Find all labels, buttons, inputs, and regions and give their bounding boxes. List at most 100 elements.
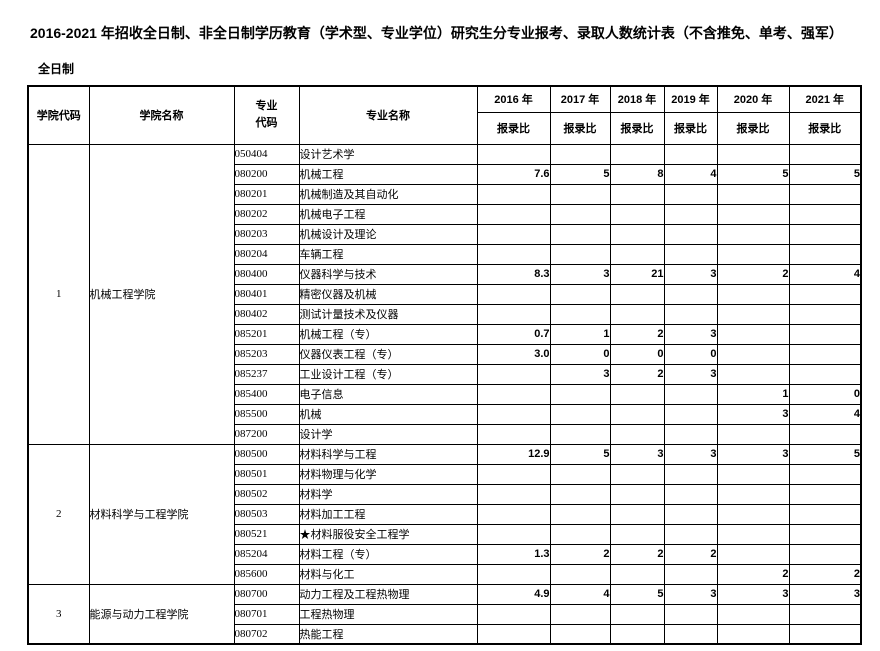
ratio-value-cell: 2 (716, 563, 790, 585)
ratio-value-cell (716, 323, 790, 345)
ratio-value-cell (788, 223, 862, 245)
col-header-ratio-2019: 报录比 (663, 111, 718, 145)
ratio-value-cell (549, 563, 611, 585)
ratio-value-cell (549, 223, 611, 245)
major-name-cell: 材料与化工 (298, 563, 478, 585)
major-code-cell: 080502 (233, 483, 300, 505)
ratio-value-cell: 8 (609, 163, 665, 185)
ratio-value-cell: 5 (609, 583, 665, 605)
ratio-value-cell (716, 203, 790, 225)
ratio-value-cell (788, 203, 862, 225)
table-row: 080501 材料物理与化学 (28, 463, 862, 485)
ratio-value-cell: 5 (549, 443, 611, 465)
col-header-major-code-line1: 专业 (255, 99, 278, 112)
ratio-value-cell (476, 563, 551, 585)
table-row: 085204 材料工程（专） 1.3 2 2 2 (28, 543, 862, 565)
major-name-cell: 材料科学与工程 (298, 443, 478, 465)
major-code-cell: 080201 (233, 183, 300, 205)
ratio-value-cell (549, 483, 611, 505)
table-row: 085600 材料与化工 2 2 (28, 563, 862, 585)
major-name-cell: 动力工程及工程热物理 (298, 583, 478, 605)
ratio-value-cell (609, 603, 665, 625)
major-name-cell: 工程热物理 (298, 603, 478, 625)
ratio-value-cell (549, 403, 611, 425)
col-header-ratio-2020: 报录比 (716, 111, 790, 145)
ratio-value-cell (609, 243, 665, 265)
ratio-value-cell: 2 (716, 263, 790, 285)
ratio-value-cell (609, 623, 665, 645)
ratio-value-cell (549, 623, 611, 645)
ratio-value-cell (663, 503, 718, 525)
col-header-year-2016: 2016 年 (476, 85, 551, 113)
ratio-value-cell: 5 (788, 163, 862, 185)
major-code-cell: 080503 (233, 503, 300, 525)
ratio-value-cell: 3 (663, 263, 718, 285)
col-header-year-2018: 2018 年 (609, 85, 665, 113)
ratio-value-cell (476, 383, 551, 405)
col-header-year-2021: 2021 年 (788, 85, 862, 113)
ratio-value-cell (788, 363, 862, 385)
ratio-value-cell (609, 283, 665, 305)
ratio-value-cell: 3 (663, 363, 718, 385)
table-row: 080200 机械工程 7.6 5 8 4 5 5 (28, 163, 862, 185)
ratio-value-cell: 1 (716, 383, 790, 405)
table-header: 学院代码 学院名称 专业 代码 专业名称 2016 年 2017 年 2018 … (27, 85, 862, 145)
ratio-value-cell: 3 (609, 443, 665, 465)
ratio-value-cell (716, 223, 790, 245)
col-header-year-2020: 2020 年 (716, 85, 790, 113)
ratio-value-cell (716, 303, 790, 325)
major-code-cell: 080200 (233, 163, 300, 185)
ratio-value-cell (663, 223, 718, 245)
ratio-value-cell (609, 223, 665, 245)
col-header-ratio-2018: 报录比 (609, 111, 665, 145)
ratio-value-cell: 3 (788, 583, 862, 605)
ratio-value-cell (716, 503, 790, 525)
ratio-value-cell (788, 463, 862, 485)
major-code-cell: 080204 (233, 243, 300, 265)
major-code-cell: 085400 (233, 383, 300, 405)
ratio-value-cell (476, 403, 551, 425)
ratio-value-cell (788, 543, 862, 565)
admission-stats-table: 学院代码 学院名称 专业 代码 专业名称 2016 年 2017 年 2018 … (27, 85, 862, 645)
major-code-cell: 080402 (233, 303, 300, 325)
ratio-value-cell (716, 483, 790, 505)
table-row: 080521 ★材料服役安全工程学 (28, 523, 862, 545)
college-code-cell: 1 (27, 143, 90, 445)
col-header-college-code: 学院代码 (27, 85, 90, 145)
major-code-cell: 050404 (233, 143, 300, 165)
col-header-ratio-2017: 报录比 (549, 111, 611, 145)
ratio-value-cell (663, 523, 718, 545)
ratio-value-cell (609, 483, 665, 505)
ratio-value-cell (476, 363, 551, 385)
ratio-value-cell (549, 243, 611, 265)
major-name-cell: 材料工程（专） (298, 543, 478, 565)
ratio-value-cell: 3.0 (476, 343, 551, 365)
ratio-value-cell (663, 463, 718, 485)
major-code-cell: 087200 (233, 423, 300, 445)
major-code-cell: 085203 (233, 343, 300, 365)
ratio-value-cell (716, 183, 790, 205)
ratio-value-cell: 2 (609, 323, 665, 345)
ratio-value-cell (716, 623, 790, 645)
ratio-value-cell: 2 (609, 543, 665, 565)
ratio-value-cell (609, 303, 665, 325)
ratio-value-cell (788, 523, 862, 545)
ratio-value-cell (549, 183, 611, 205)
ratio-value-cell (609, 203, 665, 225)
ratio-value-cell (476, 463, 551, 485)
col-header-ratio-2021: 报录比 (788, 111, 862, 145)
ratio-value-cell (716, 243, 790, 265)
ratio-value-cell (609, 143, 665, 165)
ratio-value-cell: 2 (663, 543, 718, 565)
ratio-value-cell (788, 483, 862, 505)
ratio-value-cell: 4 (549, 583, 611, 605)
table-row: 085201 机械工程（专） 0.7 1 2 3 (28, 323, 862, 345)
ratio-value-cell (663, 403, 718, 425)
major-code-cell: 080501 (233, 463, 300, 485)
col-header-major-name: 专业名称 (298, 85, 478, 145)
ratio-value-cell (663, 203, 718, 225)
table-row: 2 材料科学与工程学院 080500 材料科学与工程 12.9 5 3 3 3 5 (27, 443, 862, 585)
col-header-college-name: 学院名称 (88, 85, 235, 145)
ratio-value-cell (663, 243, 718, 265)
